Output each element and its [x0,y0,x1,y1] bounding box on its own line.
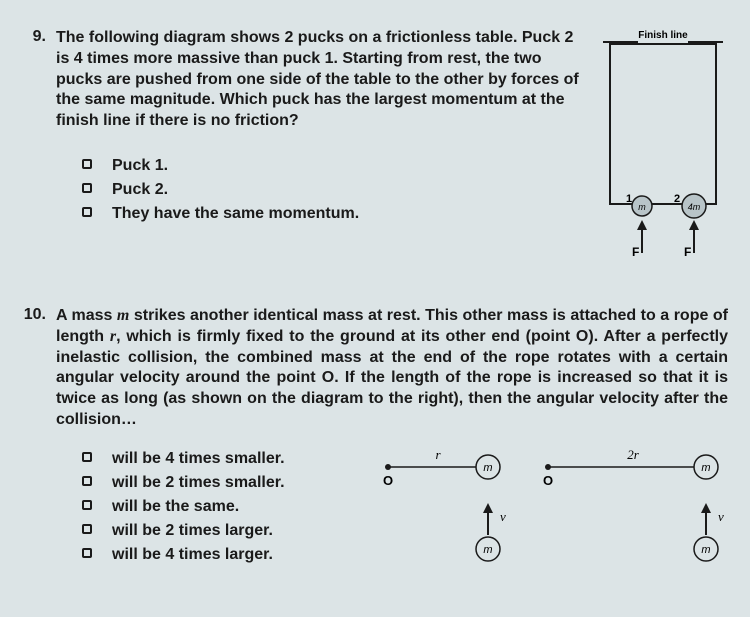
q10-m: m [117,307,129,324]
q10-option-5[interactable]: will be 4 times larger. [82,543,348,567]
q9-option-2-label: Puck 2. [112,178,168,202]
force1-arrow-head [637,220,647,230]
q10-option-3[interactable]: will be the same. [82,495,348,519]
checkbox-icon [82,524,92,534]
force2-arrow-head [689,220,699,230]
q9-row: 9. The following diagram shows 2 pucks o… [22,28,728,278]
q9-diagram-svg: Finish line 1 m 2 4m F F [598,28,728,278]
puck1-num: 1 [626,193,632,205]
q10-number: 10. [22,306,46,324]
q9-text: The following diagram shows 2 pucks on a… [56,28,588,132]
q10-text: A mass m strikes another identical mass … [56,306,728,431]
checkbox-icon [82,183,92,193]
q10-diagram-svg: O r m m v O 2r m m [368,437,728,567]
v-arrow-left-head [483,503,493,513]
q9-left: 9. The following diagram shows 2 pucks o… [22,28,588,278]
q10-option-4[interactable]: will be 2 times larger. [82,519,348,543]
q10-option-2-label: will be 2 times smaller. [112,471,285,495]
q10-option-3-label: will be the same. [112,495,239,519]
checkbox-icon [82,159,92,169]
checkbox-icon [82,548,92,558]
finish-line-label: Finish line [638,30,688,41]
q9-option-1[interactable]: Puck 1. [82,154,588,178]
q10-t1: A mass [56,307,117,324]
puck2-mass: 4m [688,202,701,212]
q9-number: 9. [22,28,46,46]
q9-option-2[interactable]: Puck 2. [82,178,588,202]
q10-option-1-label: will be 4 times smaller. [112,447,285,471]
force2-label: F [684,245,691,259]
question-9: 9. The following diagram shows 2 pucks o… [22,28,728,278]
table-rect [610,44,716,204]
q10-option-4-label: will be 2 times larger. [112,519,273,543]
q9-diagram: Finish line 1 m 2 4m F F [598,28,728,278]
q10-option-1[interactable]: will be 4 times smaller. [82,447,348,471]
q10-heading: 10. A mass m strikes another identical m… [22,306,728,431]
q9-option-3[interactable]: They have the same momentum. [82,202,588,226]
checkbox-icon [82,452,92,462]
q9-option-1-label: Puck 1. [112,154,168,178]
puck1-mass: m [638,202,646,212]
o-label-right: O [543,473,553,488]
checkbox-icon [82,476,92,486]
q10-body: will be 4 times smaller. will be 2 times… [22,437,728,567]
puck2-num: 2 [674,193,680,205]
v-label-left: v [500,509,506,524]
q10-option-5-label: will be 4 times larger. [112,543,273,567]
m-bot-right: m [701,544,710,556]
o-label-left: O [383,473,393,488]
q9-option-3-label: They have the same momentum. [112,202,359,226]
r-label-left: r [435,447,441,462]
q10-t3: , which is firmly fixed to the ground at… [56,328,728,428]
r2-label-right: 2r [627,447,640,462]
question-10: 10. A mass m strikes another identical m… [22,306,728,567]
v-label-right: v [718,509,724,524]
q9-heading: 9. The following diagram shows 2 pucks o… [22,28,588,132]
m-top-right: m [701,462,710,474]
q10-diagram: O r m m v O 2r m m [368,437,728,567]
q9-options: Puck 1. Puck 2. They have the same momen… [82,154,588,226]
m-top-left: m [483,462,492,474]
v-arrow-right-head [701,503,711,513]
q10-options: will be 4 times smaller. will be 2 times… [82,447,348,567]
checkbox-icon [82,500,92,510]
q10-option-2[interactable]: will be 2 times smaller. [82,471,348,495]
checkbox-icon [82,207,92,217]
force1-label: F [632,245,639,259]
m-bot-left: m [483,544,492,556]
